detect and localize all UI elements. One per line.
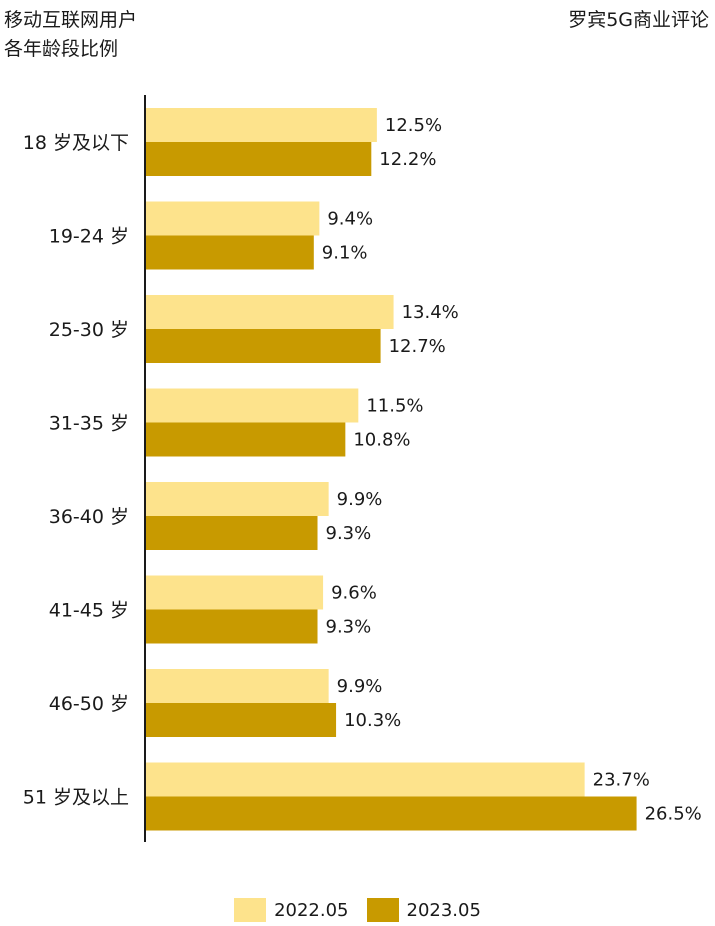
category-label-6: 46-50 岁 <box>49 693 129 715</box>
bar-2023.05-6 <box>145 703 337 737</box>
bar-chart: 12.5% 12.2% 18 岁及以下 9.4% 9.1% 19-24 岁 13.4% 12.… <box>23 95 702 842</box>
category-label-5: 41-45 岁 <box>49 600 129 622</box>
value-label-2022.05-7: 23.7% <box>593 770 650 791</box>
bar-2023.05-7 <box>145 796 637 831</box>
bar-2022.05-2 <box>145 295 394 329</box>
category-label-2: 25-30 岁 <box>49 319 129 341</box>
bar-2023.05-3 <box>145 422 346 457</box>
legend-label-2023: 2023.05 <box>406 899 481 921</box>
value-label-2022.05-2: 13.4% <box>402 302 459 323</box>
bar-2022.05-4 <box>145 482 329 516</box>
bar-2022.05-3 <box>145 388 359 423</box>
legend: 2022.05 2023.05 <box>0 897 715 923</box>
category-label-0: 18 岁及以下 <box>23 132 129 154</box>
bar-2022.05-6 <box>145 669 329 703</box>
value-label-2022.05-1: 9.4% <box>327 209 373 230</box>
value-label-2022.05-6: 9.9% <box>337 676 383 697</box>
value-label-2023.05-7: 26.5% <box>645 804 702 825</box>
chart-title-line-2: 各年龄段比例 <box>4 38 119 60</box>
bar-2022.05-5 <box>145 575 324 610</box>
bar-2023.05-1 <box>145 235 314 270</box>
category-label-7: 51 岁及以上 <box>23 787 129 809</box>
bar-2023.05-2 <box>145 329 381 363</box>
legend-swatch-2023 <box>366 898 399 922</box>
chart-title: 移动互联网用户 各年龄段比例 <box>4 6 137 64</box>
value-label-2023.05-1: 9.1% <box>322 243 368 264</box>
chart-title-line-1: 移动互联网用户 <box>4 9 138 31</box>
value-label-2023.05-5: 9.3% <box>326 617 372 638</box>
category-label-3: 31-35 岁 <box>49 413 129 435</box>
value-label-2023.05-0: 12.2% <box>379 149 436 170</box>
value-label-2022.05-5: 9.6% <box>331 583 377 604</box>
bar-2023.05-5 <box>145 609 318 644</box>
value-label-2023.05-3: 10.8% <box>353 430 410 451</box>
category-label-1: 19-24 岁 <box>49 226 129 248</box>
value-label-2022.05-4: 9.9% <box>337 489 383 510</box>
value-label-2023.05-2: 12.7% <box>389 336 446 357</box>
source-label: 罗宾5G商业评论 <box>568 9 709 31</box>
bar-2022.05-1 <box>145 201 320 236</box>
bar-2023.05-0 <box>145 142 372 176</box>
value-label-2023.05-4: 9.3% <box>326 523 372 544</box>
legend-item-2022: 2022.05 <box>234 898 349 922</box>
category-label-4: 36-40 岁 <box>49 506 129 528</box>
value-label-2023.05-6: 10.3% <box>344 710 401 731</box>
value-label-2022.05-3: 11.5% <box>366 396 423 417</box>
value-label-2022.05-0: 12.5% <box>385 115 442 136</box>
bar-2022.05-0 <box>145 108 377 142</box>
bar-2022.05-7 <box>145 762 585 797</box>
legend-swatch-2022 <box>234 898 267 922</box>
bar-2023.05-4 <box>145 516 318 550</box>
legend-label-2022: 2022.05 <box>274 899 349 921</box>
legend-item-2023: 2023.05 <box>366 898 481 922</box>
